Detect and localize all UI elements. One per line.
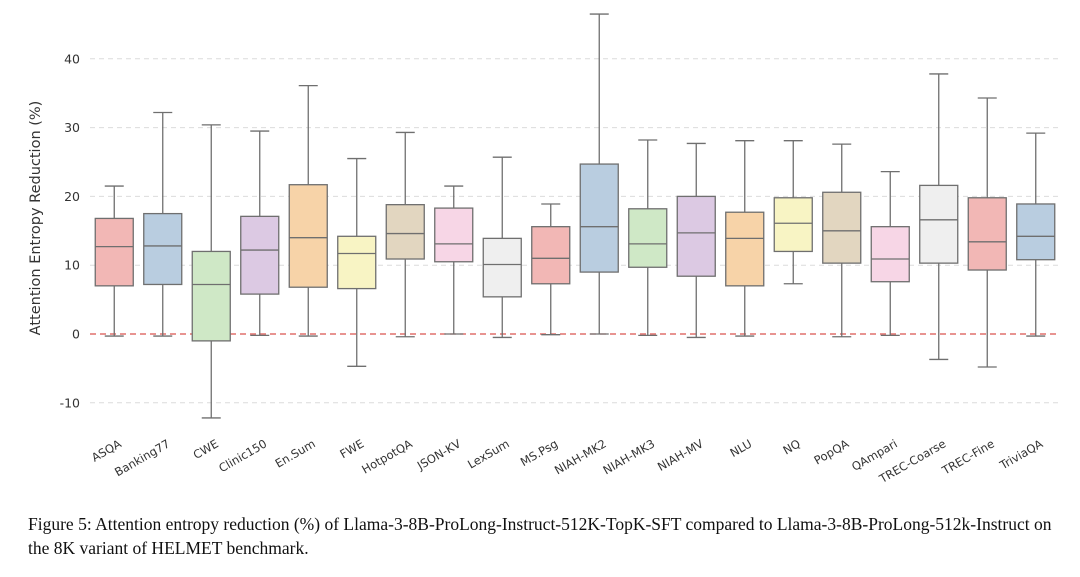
iqr-box	[1016, 203, 1056, 261]
iqr-box	[94, 217, 134, 287]
iqr-box	[240, 215, 280, 295]
x-tick-label: TriviaQA	[996, 436, 1045, 472]
x-tick-label: NLU	[727, 436, 754, 460]
iqr-box	[822, 191, 862, 264]
box-hotpotqa	[385, 131, 425, 338]
box-cwe	[191, 124, 231, 419]
x-tick-label: FWE	[337, 436, 366, 461]
y-tick-label: -10	[60, 395, 80, 410]
iqr-box	[191, 250, 231, 342]
x-tick-label: NIAH-MK2	[552, 436, 609, 477]
y-tick-label: 0	[72, 327, 80, 342]
y-axis-label: Attention Entropy Reduction (%)	[28, 101, 44, 336]
box-fwe	[337, 157, 377, 367]
box-qampari	[870, 170, 910, 337]
x-tick-label: HotpotQA	[359, 436, 415, 476]
box-niah-mk3	[628, 139, 668, 337]
iqr-box	[385, 204, 425, 260]
iqr-box	[870, 226, 910, 283]
iqr-box	[725, 211, 765, 287]
box-json-kv	[434, 185, 474, 335]
box-triviaqa	[1016, 132, 1056, 337]
box-ms-psg	[531, 203, 571, 336]
iqr-box	[143, 212, 183, 286]
box-trec-fine	[967, 97, 1007, 368]
x-tick-label: PopQA	[812, 436, 852, 467]
box-clinic150	[240, 130, 280, 337]
y-tick-label: 30	[64, 120, 80, 135]
x-tick-label: NIAH-MK3	[600, 436, 657, 477]
x-tick-label: Banking77	[112, 436, 172, 479]
x-tick-label: TREC-Fine	[939, 436, 997, 478]
box-popqa	[822, 143, 862, 338]
y-tick-label: 20	[64, 189, 80, 204]
y-tick-label: 10	[64, 258, 80, 273]
box-asqa	[94, 185, 134, 337]
x-tick-label: ASQA	[89, 436, 124, 464]
iqr-box	[628, 208, 668, 268]
x-tick-label: CWE	[191, 436, 221, 461]
x-tick-label: JSON-KV	[414, 436, 463, 473]
box-nlu	[725, 140, 765, 337]
iqr-box	[967, 197, 1007, 271]
y-axis-ticks: -10 0 10 20 30 40	[60, 51, 80, 410]
box-series	[94, 13, 1056, 419]
x-tick-label: LexSum	[465, 436, 512, 471]
x-tick-label: NIAH-MV	[655, 436, 706, 473]
box-nq	[773, 140, 813, 285]
iqr-box	[434, 207, 474, 263]
box-niah-mk2	[579, 13, 619, 335]
iqr-box	[919, 184, 959, 264]
iqr-box	[482, 237, 522, 298]
box-en-sum	[288, 84, 328, 337]
figure-caption: Figure 5: Attention entropy reduction (%…	[28, 514, 1052, 558]
iqr-box	[773, 197, 813, 253]
iqr-box	[337, 235, 377, 290]
y-tick-label: 40	[64, 51, 80, 66]
iqr-box	[579, 163, 619, 273]
box-trec-coarse	[919, 73, 959, 361]
gridlines	[90, 58, 1060, 404]
x-tick-label: Clinic150	[216, 436, 269, 475]
iqr-box	[531, 226, 571, 285]
x-tick-label: En.Sum	[273, 436, 318, 470]
box-niah-mv	[676, 142, 716, 339]
x-tick-label: NQ	[780, 436, 802, 457]
box-lexsum	[482, 156, 522, 339]
iqr-box	[288, 184, 328, 288]
box-banking77	[143, 111, 183, 337]
iqr-box	[676, 195, 716, 277]
